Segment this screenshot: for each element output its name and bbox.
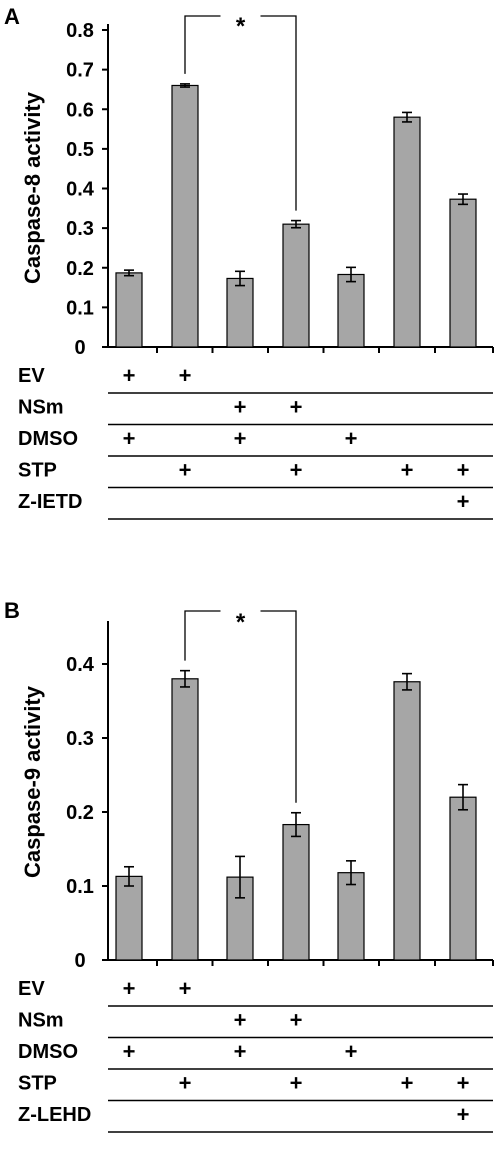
condition-label: STP [18, 460, 57, 482]
condition-mark: + [345, 426, 358, 451]
condition-mark: + [123, 1039, 136, 1064]
bar [449, 198, 477, 348]
bar [337, 872, 365, 961]
condition-mark: + [123, 976, 136, 1001]
y-tick-label: 0.1 [66, 297, 94, 319]
condition-mark: + [457, 1071, 470, 1096]
panel-letter: B [4, 598, 20, 623]
condition-label: DMSO [18, 1041, 78, 1063]
condition-mark: + [290, 458, 303, 483]
condition-label: Z-LEHD [18, 1104, 91, 1126]
y-tick-label: 0.3 [66, 728, 94, 750]
panel-letter: A [4, 4, 20, 29]
condition-mark: + [457, 458, 470, 483]
bar [449, 796, 477, 961]
bar [282, 823, 310, 961]
condition-mark: + [234, 395, 247, 420]
bar [337, 273, 365, 348]
y-tick-label: 0.6 [66, 99, 94, 121]
condition-mark: + [234, 1039, 247, 1064]
bar [171, 84, 199, 348]
condition-mark: + [179, 976, 192, 1001]
y-tick-label: 0.4 [66, 654, 95, 676]
panel-a: A Caspase-8 activity 0 0.1 0.2 0.3 0.4 0.5 0.6 0.… [4, 4, 494, 520]
condition-mark: + [123, 426, 136, 451]
condition-label: EV [18, 978, 45, 1000]
condition-mark: + [123, 363, 136, 388]
condition-mark: + [179, 1071, 192, 1096]
panel-b: B Caspase-9 activity 0 0.1 0.2 0.3 0.4 * EV + + NSm… [4, 598, 494, 1133]
y-tick-label: 0.5 [66, 139, 94, 161]
y-axis-label: Caspase-9 activity [20, 685, 45, 878]
condition-mark: + [234, 426, 247, 451]
condition-mark: + [234, 1008, 247, 1033]
condition-label: EV [18, 365, 45, 387]
condition-label: Z-IETD [18, 491, 82, 513]
y-tick-label: 0.7 [66, 60, 94, 82]
y-tick-label: 0.3 [66, 218, 94, 240]
condition-label: NSm [18, 397, 64, 419]
y-tick-label: 0.1 [66, 876, 94, 898]
condition-mark: + [457, 489, 470, 514]
bar [393, 116, 421, 348]
condition-label: NSm [18, 1010, 64, 1032]
y-tick-label: 0.8 [66, 20, 94, 42]
significance-star: * [236, 609, 246, 636]
condition-mark: + [457, 1102, 470, 1127]
condition-mark: + [290, 1008, 303, 1033]
bar [226, 277, 254, 348]
bar [115, 272, 143, 348]
condition-mark: + [290, 395, 303, 420]
condition-label: DMSO [18, 428, 78, 450]
significance-star: * [236, 13, 246, 40]
y-tick-label: 0 [74, 950, 85, 972]
y-axis-label: Caspase-8 activity [20, 91, 45, 284]
condition-mark: + [179, 458, 192, 483]
condition-mark: + [345, 1039, 358, 1064]
condition-mark: + [290, 1071, 303, 1096]
y-tick-label: 0.4 [66, 179, 95, 201]
condition-mark: + [401, 458, 414, 483]
condition-mark: + [179, 363, 192, 388]
condition-label: STP [18, 1073, 57, 1095]
y-tick-label: 0.2 [66, 258, 94, 280]
y-tick-label: 0.2 [66, 802, 94, 824]
y-tick-label: 0 [74, 337, 85, 359]
significance-bracket [184, 610, 297, 803]
condition-mark: + [401, 1071, 414, 1096]
bar [115, 875, 143, 961]
bar [171, 678, 199, 961]
significance-bracket [184, 15, 297, 211]
bar [393, 681, 421, 961]
bar [282, 223, 310, 348]
